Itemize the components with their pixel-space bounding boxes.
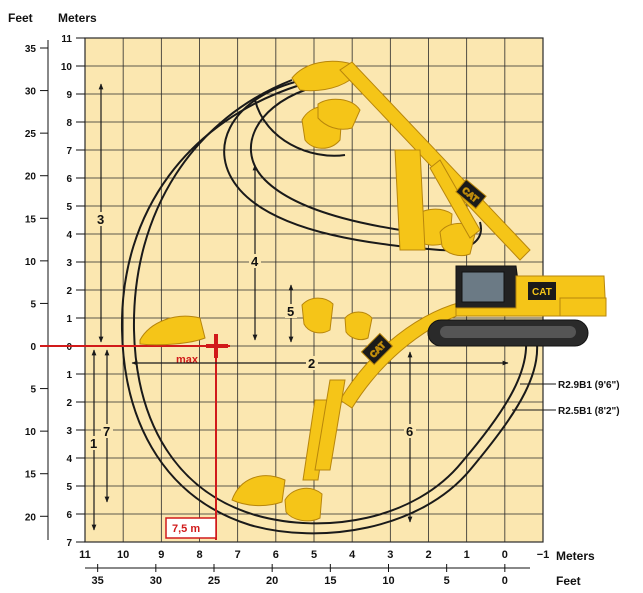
meters-bottom-tick: 4 — [349, 549, 356, 561]
feet-bottom-title: Feet — [556, 574, 581, 588]
meters-bottom-tick: 7 — [235, 549, 241, 561]
dim-4-label: 4 — [251, 254, 259, 269]
feet-left-tick: 15 — [25, 214, 37, 225]
meters-bottom-tick: 9 — [158, 549, 164, 561]
max-label: max — [176, 354, 199, 366]
feet-left-axis: 35 30 25 20 15 10 5 0 5 10 15 20 — [25, 40, 49, 540]
reach-label-box — [165, 517, 217, 539]
meters-bottom-tick: 1 — [464, 549, 470, 561]
excavator-body: CAT — [427, 265, 607, 347]
meters-bottom-axis: 11 10 9 8 7 6 5 4 3 2 1 0 −1 — [79, 549, 549, 561]
dim-5-label: 5 — [287, 304, 294, 319]
meters-left-tick: 4 — [66, 230, 72, 241]
dimension-labels: 3 1 7 4 5 6 2 — [88, 212, 416, 451]
feet-bottom-tick: 25 — [208, 575, 220, 587]
feet-bottom-tick: 10 — [382, 575, 394, 587]
stick-short-label: R2.5B1 (8'2") — [558, 406, 620, 417]
feet-left-tick: 10 — [25, 427, 37, 438]
meters-bottom-tick: 3 — [387, 549, 393, 561]
meters-left-tick: 2 — [66, 398, 72, 409]
meters-left-tick: 6 — [66, 510, 72, 521]
feet-left-tick: 20 — [25, 172, 37, 183]
dim-1-label: 1 — [90, 436, 97, 451]
bucket-mid-a — [301, 297, 334, 334]
dim-6-label: 6 — [406, 424, 413, 439]
meters-bottom-tick: −1 — [537, 549, 550, 561]
feet-bottom-tick: 15 — [324, 575, 336, 587]
feet-left-tick: 5 — [30, 385, 36, 396]
meters-left-tick: 7 — [66, 538, 72, 549]
track-inner — [440, 326, 576, 338]
meters-left-tick: 1 — [66, 370, 72, 381]
feet-bottom-tick: 30 — [150, 575, 162, 587]
house-logo: CAT — [532, 287, 552, 298]
meters-bottom-tick: 2 — [425, 549, 431, 561]
meters-left-tick: 8 — [66, 118, 72, 129]
meters-bottom-tick: 5 — [311, 549, 317, 561]
feet-bottom-tick: 0 — [502, 575, 508, 587]
excavator-arms: CAT CAT — [302, 61, 531, 481]
envelope-outer-curve — [120, 84, 539, 535]
lower-stick-label-plate — [360, 332, 394, 366]
meters-left-tick: 4 — [66, 454, 72, 465]
feet-left-tick: 5 — [30, 299, 36, 310]
stick-long-label: R2.9B1 (9'6") — [558, 380, 620, 391]
feet-bottom-tick: 5 — [444, 575, 450, 587]
bucket-bottom-mid — [284, 487, 323, 522]
meters-bottom-tick: 0 — [502, 549, 508, 561]
meters-left-title: Meters — [58, 11, 97, 25]
lower-stick-b — [314, 379, 346, 471]
working-envelope — [120, 79, 539, 535]
meters-bottom-tick: 11 — [79, 549, 91, 561]
feet-left-title: Feet — [8, 11, 33, 25]
meters-left-tick: 9 — [66, 90, 72, 101]
feet-left-tick: 20 — [25, 512, 37, 523]
meters-bottom-tick: 10 — [117, 549, 129, 561]
inner-loop-curve-2 — [249, 89, 436, 236]
cab-window — [461, 271, 505, 303]
meters-left-tick: 5 — [66, 482, 72, 493]
feet-left-tick: 30 — [25, 87, 37, 98]
meters-left-tick: 11 — [61, 34, 72, 45]
bucket-positions — [139, 60, 477, 522]
meters-bottom-tick: 6 — [273, 549, 279, 561]
bucket-ground-left — [139, 315, 206, 346]
dim-7-label: 7 — [103, 424, 110, 439]
meters-left-tick: 3 — [66, 258, 72, 269]
dim-3-label: 3 — [97, 212, 104, 227]
dim-2-label: 2 — [308, 356, 315, 371]
envelope-inner-curve — [132, 79, 528, 525]
meters-left-tick: 0 — [66, 342, 72, 353]
feet-bottom-axis: 35 30 25 20 15 10 5 0 — [85, 564, 530, 587]
counterweight — [559, 297, 607, 317]
reach-label: 7,5 m — [172, 523, 200, 535]
meters-left-tick: 3 — [66, 426, 72, 437]
upper-arc — [254, 99, 346, 157]
meters-left-tick: 6 — [66, 174, 72, 185]
meters-left-tick: 7 — [66, 146, 72, 157]
feet-left-tick: 15 — [25, 470, 37, 481]
feet-left-tick: 10 — [25, 257, 37, 268]
meters-left-tick: 10 — [61, 62, 73, 73]
meters-bottom-tick: 8 — [196, 549, 202, 561]
feet-left-tick: 0 — [30, 342, 36, 353]
feet-bottom-tick: 20 — [266, 575, 278, 587]
bucket-bottom-left — [231, 475, 286, 507]
feet-bottom-tick: 35 — [92, 575, 104, 587]
bucket-mid-b — [344, 311, 373, 341]
upper-stick-piece — [429, 159, 481, 239]
feet-left-tick: 35 — [25, 44, 37, 55]
meters-bottom-title: Meters — [556, 549, 595, 563]
house-logo-plate — [528, 282, 556, 300]
meters-left-tick: 5 — [66, 202, 72, 213]
meters-left-tick: 2 — [66, 286, 72, 297]
feet-left-tick: 25 — [25, 129, 37, 140]
upper-boom-label-plate — [455, 178, 487, 210]
stick-legend: R2.9B1 (9'6") R2.5B1 (8'2") — [512, 380, 620, 417]
meters-left-tick: 1 — [66, 314, 72, 325]
bucket-upper-right — [317, 98, 361, 130]
upper-stick — [394, 149, 426, 251]
